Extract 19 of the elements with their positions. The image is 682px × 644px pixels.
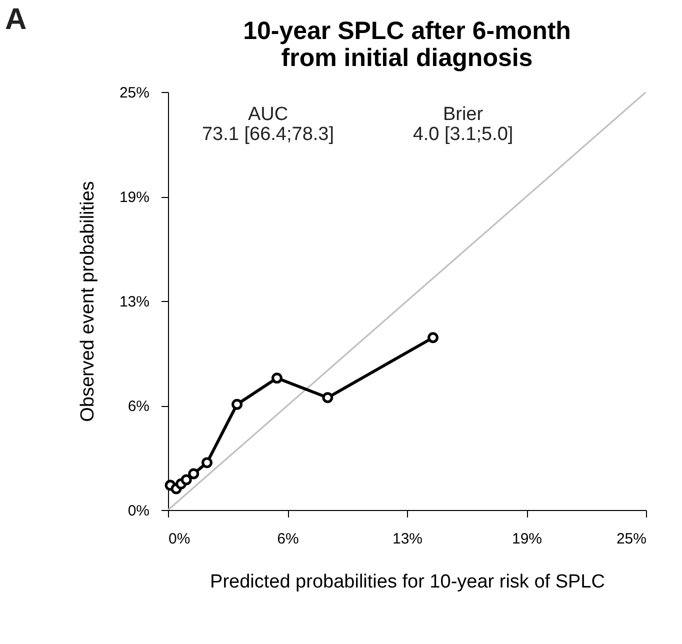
- text: A: [5, 3, 27, 36]
- text: from initial diagnosis: [281, 44, 533, 72]
- text: 10-year SPLC after 6-month: [243, 17, 571, 45]
- x-tick-label: 6%: [277, 530, 299, 548]
- y-tick-label: 13%: [119, 294, 150, 310]
- x-tick-label: 13%: [392, 530, 423, 548]
- x-axis-title: Predicted probabilities for 10-year risk of SPLC: [210, 572, 605, 592]
- annotation: AUC: [248, 104, 288, 125]
- y-tick-label: 19%: [119, 189, 150, 206]
- y-tick-label: 25%: [119, 84, 150, 102]
- x-tick-label: 19%: [512, 530, 542, 548]
- x-tick-label: 25%: [616, 530, 646, 548]
- annotation: 73.1 [66.4;78.3]: [202, 124, 334, 145]
- annotation: Brier: [442, 104, 484, 125]
- y-tick-label: 0%: [128, 502, 150, 520]
- y-tick-label: 6%: [128, 398, 150, 415]
- y-axis-title: Observed event probabilities: [77, 181, 98, 422]
- annotation: 4.0 [3.1;5.0]: [412, 124, 514, 145]
- x-tick-label: 0%: [168, 530, 190, 548]
